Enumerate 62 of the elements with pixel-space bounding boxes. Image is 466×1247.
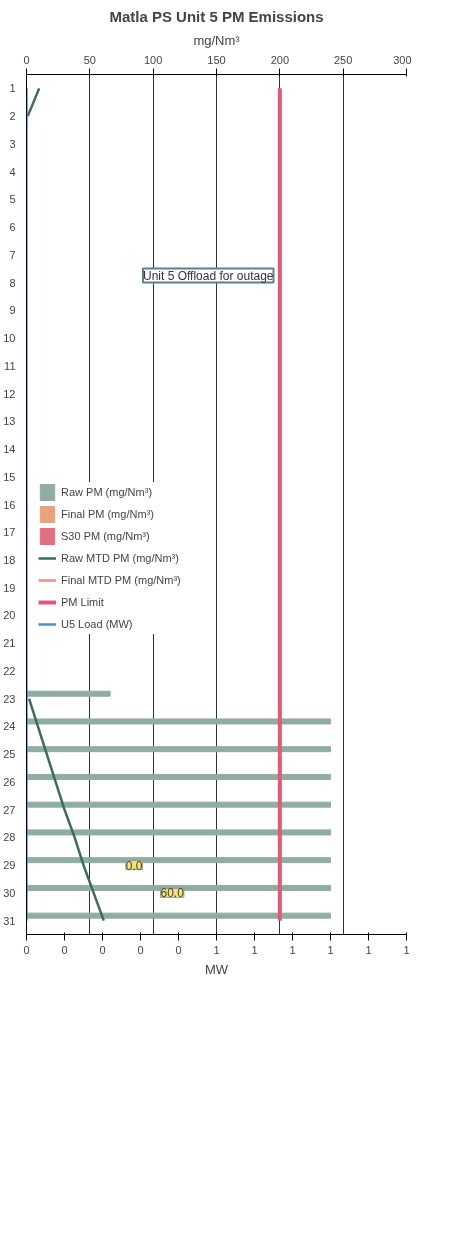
y-tick-label: 14 (3, 443, 16, 456)
chart-title: Matla PS Unit 5 PM Emissions (109, 7, 324, 25)
y-tick-label: 29 (3, 859, 16, 872)
y-tick-label: 10 (3, 332, 16, 345)
y-tick-label: 2 (9, 110, 16, 123)
y-tick-label: 16 (3, 498, 16, 511)
x-tick-label: 50 (83, 53, 96, 66)
x2-tick-label: 0 (137, 943, 144, 956)
y-tick-label: 15 (3, 470, 16, 483)
y-tick-label: 24 (3, 720, 16, 733)
y-tick-label: 27 (3, 803, 16, 816)
y-tick-label: 18 (3, 553, 16, 566)
y-tick-label: 17 (3, 526, 16, 539)
y-tick-label: 8 (9, 276, 16, 289)
x2-tick-label: 1 (327, 943, 334, 956)
x2-tick-label: 1 (289, 943, 296, 956)
x-tick-label: 200 (270, 53, 290, 66)
x2-tick-label: 0 (23, 943, 30, 956)
legend-label: S30 PM (mg/Nm³) (61, 530, 150, 542)
y-tick-label: 26 (3, 775, 16, 788)
y-tick-label: 31 (3, 914, 16, 927)
x2-tick-label: 1 (213, 943, 220, 956)
y-tick-label: 20 (3, 609, 16, 622)
x-tick-label: 300 (393, 53, 412, 66)
x-tick-label: 150 (207, 53, 226, 66)
y-tick-label: 6 (9, 221, 16, 234)
y-tick-label: 5 (9, 193, 16, 206)
y-tick-label: 3 (9, 137, 16, 150)
x-axis-title: mg/Nm³ (193, 32, 241, 48)
x2-tick-label: 1 (251, 943, 258, 956)
y-tick-label: 28 (3, 831, 16, 844)
y-tick-label: 23 (3, 692, 16, 705)
y-tick-label: 7 (9, 248, 16, 261)
legend-label: Raw PM (mg/Nm³) (61, 486, 153, 498)
y-tick-label: 22 (3, 664, 16, 677)
legend-label: Raw MTD PM (mg/Nm³) (61, 552, 179, 564)
y-tick-label: 13 (3, 415, 16, 428)
x-tick-label: 0 (23, 53, 30, 66)
legend-label: PM Limit (61, 596, 104, 608)
x2-tick-label: 0 (175, 943, 182, 956)
x2-tick-label: 0 (61, 943, 68, 956)
legend-label: U5 Load (MW) (61, 618, 133, 630)
x2-tick-label: 1 (403, 943, 410, 956)
y-tick-label: 19 (3, 581, 16, 594)
x2-tick-label: 1 (365, 943, 372, 956)
x-tick-label: 100 (143, 53, 163, 66)
y-tick-label: 4 (9, 165, 16, 178)
x-tick-label: 250 (333, 53, 353, 66)
y-tick-label: 25 (3, 748, 16, 761)
y-tick-label: 11 (4, 359, 16, 372)
x2-axis-title: MW (204, 961, 229, 977)
annotation: 60.0 (160, 886, 185, 901)
y-tick-label: 30 (3, 886, 16, 899)
annotation: 0.0 (125, 858, 143, 873)
y-tick-label: 1 (9, 82, 16, 95)
legend-label: Final PM (mg/Nm³) (61, 508, 154, 520)
x2-tick-label: 0 (99, 943, 106, 956)
annotation: Unit 5 Offload for outage (142, 268, 274, 283)
legend-label: Final MTD PM (mg/Nm³) (61, 574, 181, 586)
y-tick-label: 9 (9, 304, 16, 317)
y-tick-label: 21 (3, 637, 16, 650)
y-tick-label: 12 (3, 387, 16, 400)
